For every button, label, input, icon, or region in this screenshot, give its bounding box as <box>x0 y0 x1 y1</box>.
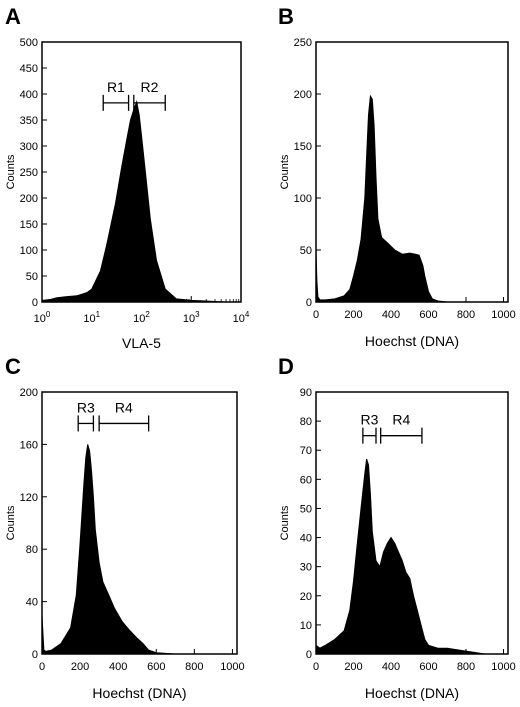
x-tick-label: 100 <box>34 310 51 325</box>
y-tick-label: 160 <box>20 439 38 451</box>
y-tick-label: 50 <box>300 245 312 257</box>
x-axis-label: VLA-5 <box>122 335 161 351</box>
histogram-area <box>315 458 504 655</box>
y-tick-label: 0 <box>32 649 38 661</box>
y-tick-label: 80 <box>300 416 312 428</box>
plot-frame <box>315 391 509 655</box>
y-tick-label: 0 <box>306 297 312 309</box>
gate-r3-label: R3 <box>360 412 378 428</box>
x-tick-label: 600 <box>419 309 437 321</box>
y-tick-label: 10 <box>300 620 312 632</box>
y-tick-label: 70 <box>300 445 312 457</box>
x-tick-label: 200 <box>344 309 362 321</box>
x-tick-label: 400 <box>109 661 127 673</box>
y-tick-label: 100 <box>294 193 312 205</box>
y-tick-label: 150 <box>20 219 38 231</box>
plot-frame <box>315 41 509 303</box>
x-tick-label: 0 <box>313 309 319 321</box>
histogram-area <box>41 99 241 303</box>
x-tick-label: 200 <box>344 661 362 673</box>
y-tick-label: 250 <box>294 37 312 49</box>
gate-r4-label: R4 <box>392 412 410 428</box>
x-tick-label: 400 <box>382 661 400 673</box>
y-tick-label: 50 <box>26 271 38 283</box>
x-tick-label: 1000 <box>491 661 515 673</box>
y-tick-label: 40 <box>26 597 38 609</box>
y-tick-label: 450 <box>20 63 38 75</box>
panel-letter: A <box>5 4 21 29</box>
panel-b: B 0 50 100 150 200 250 0 200 400 600 800 1000 Counts H… <box>278 4 516 349</box>
histogram-area <box>41 444 233 655</box>
y-tick-label: 300 <box>20 141 38 153</box>
y-tick-label: 350 <box>20 115 38 127</box>
x-tick-label: 400 <box>382 309 400 321</box>
panel-letter: B <box>278 4 294 29</box>
y-axis-label: Counts <box>5 154 17 189</box>
y-tick-label: 50 <box>300 503 312 515</box>
x-tick-label: 800 <box>457 661 475 673</box>
y-tick-label: 250 <box>20 167 38 179</box>
y-tick-label: 90 <box>300 387 312 399</box>
x-tick-label: 0 <box>39 661 45 673</box>
y-tick-label: 200 <box>294 89 312 101</box>
x-tick-label: 102 <box>133 310 150 325</box>
panel-letter: C <box>5 354 21 379</box>
y-tick-label: 0 <box>306 649 312 661</box>
x-axis-label: Hoechst (DNA) <box>365 333 459 349</box>
gate-r2-label: R2 <box>141 79 159 95</box>
y-axis-label: Counts <box>279 505 291 540</box>
y-tick-label: 120 <box>20 492 38 504</box>
y-tick-label: 40 <box>300 533 312 545</box>
x-tick-label: 1000 <box>220 661 244 673</box>
x-tick-label: 104 <box>233 310 250 325</box>
y-tick-label: 0 <box>32 297 38 309</box>
y-tick-label: 400 <box>20 89 38 101</box>
x-tick-label: 200 <box>71 661 89 673</box>
x-axis-label: Hoechst (DNA) <box>365 685 459 701</box>
y-tick-label: 20 <box>300 591 312 603</box>
plot-frame <box>41 391 238 655</box>
x-tick-label: 0 <box>313 661 319 673</box>
x-tick-label: 800 <box>185 661 203 673</box>
y-tick-label: 80 <box>26 544 38 556</box>
y-tick-label: 200 <box>20 387 38 399</box>
gate-r1-label: R1 <box>107 79 125 95</box>
y-axis-label: Counts <box>279 154 291 189</box>
y-tick-label: 100 <box>20 245 38 257</box>
x-tick-label: 800 <box>457 309 475 321</box>
panel-c: C 0 40 80 120 160 200 0 200 400 600 800 1000 Counts Ho… <box>5 354 245 701</box>
y-axis-label: Counts <box>5 505 17 540</box>
x-tick-label: 101 <box>83 310 100 325</box>
x-tick-label: 600 <box>147 661 165 673</box>
panel-d: D 0 10 20 30 40 50 60 70 80 90 0 200 400 600 800 1000 Cou… <box>278 354 516 701</box>
panel-a: A 0 50 100 150 200 250 300 350 400 450 500 100 101 102… <box>5 4 250 351</box>
x-tick-label: 600 <box>419 661 437 673</box>
y-tick-label: 200 <box>20 193 38 205</box>
y-tick-label: 500 <box>20 37 38 49</box>
x-tick-label: 103 <box>183 310 200 325</box>
y-tick-label: 30 <box>300 562 312 574</box>
panel-letter: D <box>278 354 294 379</box>
y-tick-label: 60 <box>300 474 312 486</box>
histogram-area <box>315 94 504 303</box>
x-tick-label: 1000 <box>491 309 515 321</box>
gate-r4-label: R4 <box>115 399 133 415</box>
x-axis-label: Hoechst (DNA) <box>92 685 186 701</box>
gate-r3-label: R3 <box>77 399 95 415</box>
y-tick-label: 150 <box>294 141 312 153</box>
